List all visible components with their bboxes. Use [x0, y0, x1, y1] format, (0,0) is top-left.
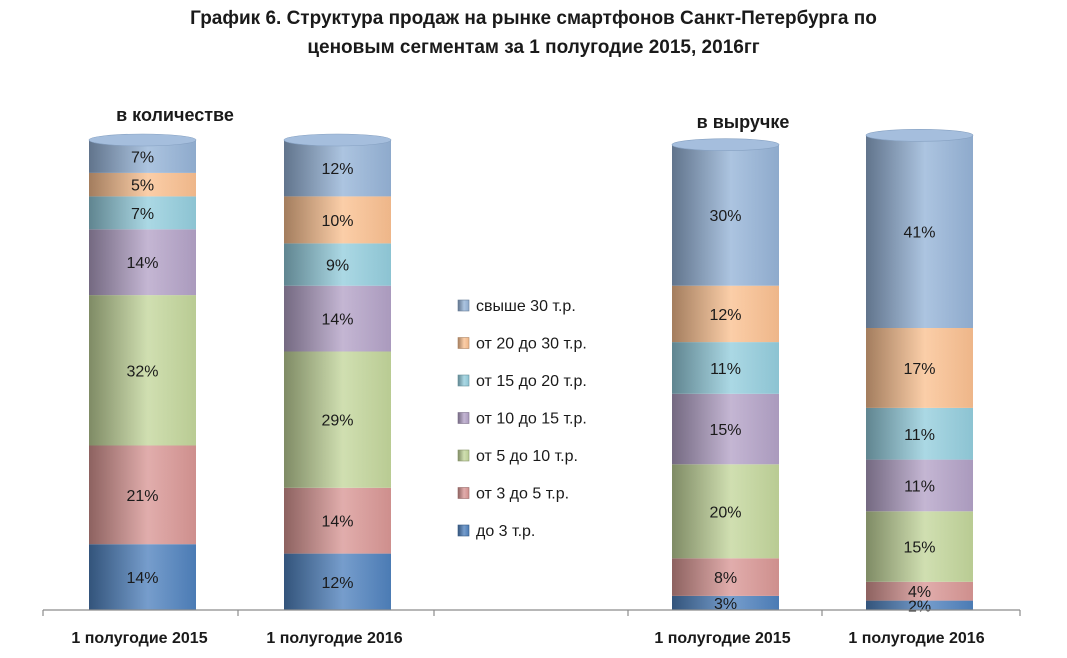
bar-segment [866, 600, 973, 610]
legend-item: от 15 до 20 т.р. [457, 373, 587, 390]
legend-swatch [457, 412, 470, 424]
bar-segment [672, 595, 779, 610]
bar-cap [283, 133, 392, 147]
bar-segment [672, 285, 779, 343]
data-label: 10% [321, 213, 353, 230]
data-label: 12% [321, 575, 353, 592]
bar-segment [672, 144, 779, 286]
group-label: в количестве [116, 105, 234, 125]
data-label: 15% [709, 422, 741, 439]
data-label: 11% [904, 427, 935, 444]
bar-segment [89, 196, 196, 230]
data-label: 29% [321, 413, 353, 430]
legend-label: от 10 до 15 т.р. [476, 411, 587, 428]
data-label: 20% [709, 504, 741, 521]
data-label: 11% [904, 478, 935, 495]
bar-cap [671, 138, 780, 151]
bar-segment [284, 351, 391, 488]
bar-segment [89, 229, 196, 296]
bar-segment [284, 243, 391, 286]
data-label: 7% [131, 149, 154, 166]
data-label: 5% [131, 178, 154, 195]
data-label: 14% [321, 514, 353, 531]
legend-label: от 3 до 5 т.р. [476, 486, 569, 503]
data-label: 7% [131, 206, 154, 223]
bar-segment [284, 196, 391, 244]
bar-segment [89, 295, 196, 446]
legend-item: от 10 до 15 т.р. [457, 411, 587, 428]
legend-item: от 5 до 10 т.р. [457, 448, 578, 465]
legend-label: от 15 до 20 т.р. [476, 373, 587, 390]
x-tick-label: 1 полугодие 2016 [848, 630, 984, 647]
x-tick-label: 1 полугодие 2015 [654, 630, 790, 647]
data-label: 12% [709, 307, 741, 324]
data-label: 14% [126, 255, 158, 272]
legend-swatch [457, 374, 470, 387]
data-label: 14% [321, 312, 353, 329]
bar-segment [672, 342, 779, 394]
data-label: 4% [908, 584, 931, 601]
bar-stack: 3% 8% 20% 15% 11% 12% 30% [671, 138, 780, 613]
data-label: 3% [714, 596, 737, 613]
data-label: 41% [903, 225, 935, 242]
x-tick-label: 1 полугодие 2015 [71, 630, 207, 647]
bar-segment [672, 393, 779, 465]
bar-segment [89, 544, 196, 610]
data-label: 30% [709, 208, 741, 225]
legend-label: до 3 т.р. [476, 523, 535, 540]
legend-item: от 3 до 5 т.р. [457, 486, 569, 503]
bar-segment [866, 459, 973, 512]
bar-segment [866, 581, 973, 601]
data-label: 14% [126, 570, 158, 587]
bar-segment [672, 464, 779, 559]
data-label: 32% [126, 363, 158, 380]
x-tick-label: 1 полугодие 2016 [266, 630, 402, 647]
bar-segment [672, 558, 779, 596]
data-label: 11% [710, 361, 741, 378]
data-label: 9% [326, 258, 349, 275]
bar-segment [866, 407, 973, 460]
bar-segment [284, 553, 391, 610]
legend-swatch [457, 524, 470, 537]
legend-swatch [457, 449, 470, 462]
legend-swatch [457, 337, 470, 349]
bar-stack: 2%4% 15% 11% 11% 17% 41% [865, 129, 974, 615]
legend-label: свыше 30 т.р. [476, 298, 576, 315]
bar-stack: 12% 14% 29% 14% 9% 10% 12% [283, 133, 392, 610]
bar-cap [88, 133, 197, 147]
legend-item: до 3 т.р. [457, 523, 535, 540]
bar-segment [284, 140, 391, 197]
legend-item: от 20 до 30 т.р. [457, 336, 587, 353]
data-label: 17% [903, 361, 935, 378]
legend-swatch [457, 487, 470, 499]
legend-label: от 20 до 30 т.р. [476, 336, 587, 353]
bar-segment [89, 445, 196, 545]
data-label: 15% [903, 540, 935, 557]
bar-segment [89, 172, 196, 197]
legend-label: от 5 до 10 т.р. [476, 448, 578, 465]
data-label: 8% [714, 570, 737, 587]
bar-cap [865, 129, 974, 142]
bar-segment [866, 135, 973, 328]
legend-swatch [457, 299, 470, 312]
chart-title: График 6. Структура продаж на рынке смар… [0, 4, 1067, 62]
legend-item: свыше 30 т.р. [457, 298, 576, 315]
bar-stack: 14% 21% 32% 14% 7% 5% 7% [88, 133, 197, 610]
bar-segment [866, 511, 973, 582]
bar-segment [284, 285, 391, 352]
data-label: 2% [908, 598, 931, 615]
group-label: в выручке [697, 112, 790, 132]
bar-segment [866, 328, 973, 408]
data-label: 12% [321, 161, 353, 178]
bar-segment [284, 487, 391, 554]
chart-title-line-2: ценовым сегментам за 1 полугодие 2015, 2… [307, 37, 760, 58]
chart-title-line-1: График 6. Структура продаж на рынке смар… [190, 8, 877, 29]
data-label: 21% [126, 488, 158, 505]
